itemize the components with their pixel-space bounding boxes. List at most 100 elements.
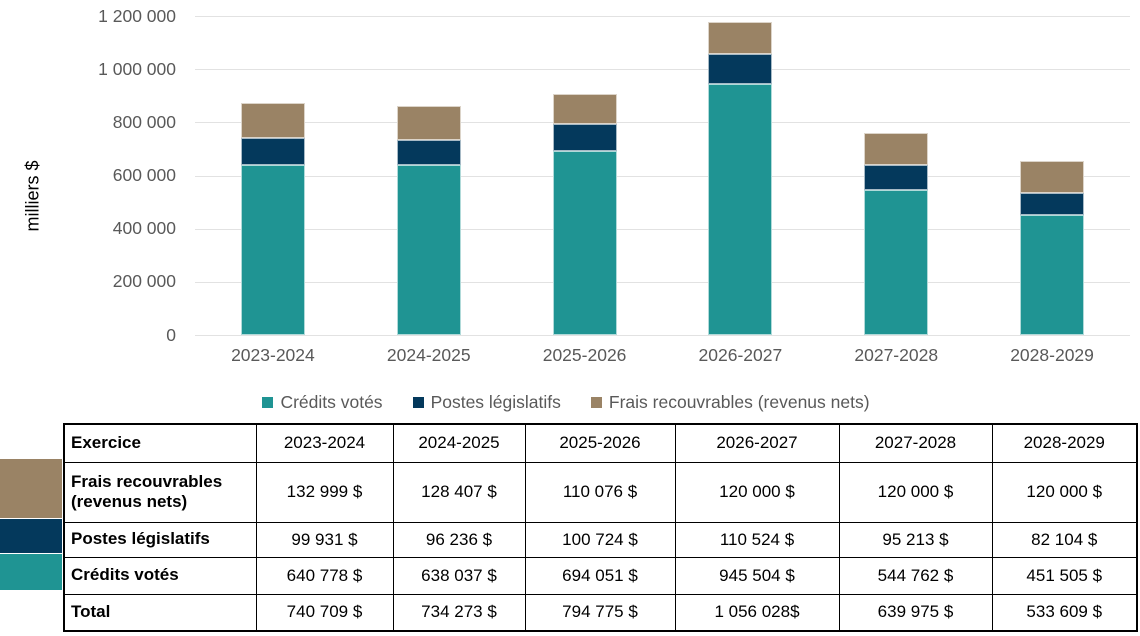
bar-column <box>662 16 818 335</box>
table-cell-value: 638 037 $ <box>392 556 526 595</box>
stacked-bar <box>1020 161 1085 335</box>
table-header-year: 2027-2028 <box>838 423 993 463</box>
bar-segment-postes-legislatifs <box>552 123 617 151</box>
stacked-bar <box>552 94 617 335</box>
y-axis-tick-label: 800 000 <box>112 111 176 132</box>
bar-column <box>974 16 1130 335</box>
y-axis-tick-label: 600 000 <box>112 165 176 185</box>
row-color-swatch-icon <box>0 459 62 518</box>
legend-label: Crédits votés <box>280 392 383 412</box>
y-axis-tick-label: 1 000 000 <box>98 58 176 79</box>
table-header-year: 2024-2025 <box>392 423 526 463</box>
legend-item: Frais recouvrables (revenus nets) <box>590 392 870 413</box>
bar-segment-frais-recouvrables <box>552 94 617 124</box>
stacked-bar <box>396 105 461 335</box>
table-cell-value: 110 076 $ <box>524 461 676 523</box>
bar-column <box>195 16 351 335</box>
gridline <box>195 175 1130 177</box>
table-row-label: Frais recouvrables (revenus nets) <box>63 461 257 523</box>
table-row: Crédits votés 640 778 $638 037 $694 051 $… <box>63 556 1138 595</box>
table-header-year: 2028-2029 <box>991 423 1138 463</box>
stacked-bar <box>864 133 929 335</box>
stacked-bar-chart: milliers $ 0 200 000 400 000 600 000 800 000… <box>0 6 1130 413</box>
y-axis-tick-label: 400 000 <box>112 218 176 239</box>
table-cell-value: 451 505 $ <box>991 556 1138 595</box>
bar-segment-postes-legislatifs <box>240 138 305 165</box>
table-cell-value: 945 504 $ <box>674 556 840 595</box>
table-cell-value: 734 273 $ <box>392 593 526 632</box>
legend-swatch-icon <box>412 397 424 408</box>
stacked-bar <box>708 22 773 335</box>
bar-segment-credits-votes <box>240 164 305 335</box>
bar-segment-credits-votes <box>396 165 461 335</box>
bar-segment-postes-legislatifs <box>1020 193 1085 215</box>
bar-column <box>507 16 663 335</box>
table-cell-value: 100 724 $ <box>524 521 676 558</box>
table-cell-value: 95 213 $ <box>838 521 993 558</box>
bar-segment-frais-recouvrables <box>708 22 773 55</box>
x-axis-category-label: 2026-2027 <box>698 345 783 365</box>
bar-segment-credits-votes <box>552 150 617 335</box>
table-row: Total 740 709 $734 273 $794 775 $1 056 02… <box>63 593 1138 632</box>
table-cell-value: 120 000 $ <box>991 461 1138 523</box>
x-axis-category-label: 2028-2029 <box>1010 345 1094 365</box>
table-header-exercice: Exercice <box>63 423 257 463</box>
bar-segment-postes-legislatifs <box>708 54 773 84</box>
table-cell-value: 639 975 $ <box>838 593 993 632</box>
table-header-row: Exercice 2023-2024 2024-2025 2025-2026 2026-… <box>63 423 1138 463</box>
bar-segment-frais-recouvrables <box>240 102 305 139</box>
x-axis-category-label: 2027-2028 <box>854 345 939 365</box>
legend-label: Postes législatifs <box>430 392 561 412</box>
bar-segment-credits-votes <box>1020 215 1085 335</box>
table-cell-value: 128 407 $ <box>392 461 526 523</box>
gridline <box>195 69 1130 71</box>
data-table: Exercice 2023-2024 2024-2025 2025-2026 2026-… <box>63 423 1138 632</box>
y-axis-tick-label: 200 000 <box>112 271 176 292</box>
table-cell-value: 544 762 $ <box>838 556 993 595</box>
table-cell-value: 96 236 $ <box>392 521 526 558</box>
x-axis-category-label: 2025-2026 <box>542 345 627 365</box>
legend-label: Frais recouvrables (revenus nets) <box>608 392 870 412</box>
table-row-label: Postes législatifs <box>63 521 257 558</box>
table-cell-value: 694 051 $ <box>524 556 676 595</box>
bar-segment-postes-legislatifs <box>396 139 461 166</box>
x-axis-category-labels: 2023-2024 2024-2025 2025-2026 2026-2027 2027… <box>195 345 1130 366</box>
gridline <box>195 281 1130 283</box>
table-cell-value: 1 056 028$ <box>674 593 840 632</box>
table-cell-value: 120 000 $ <box>674 461 840 523</box>
bar-segment-frais-recouvrables <box>1020 161 1085 194</box>
x-axis-category-label: 2024-2025 <box>386 345 471 365</box>
legend-item: Postes législatifs <box>412 392 561 413</box>
y-axis-tick-label: 0 <box>166 324 176 345</box>
table-row-label: Crédits votés <box>63 556 257 595</box>
gridline <box>195 228 1130 230</box>
table-cell-value: 110 524 $ <box>674 521 840 558</box>
table-cell-value: 533 609 $ <box>991 593 1138 632</box>
table-cell-value: 82 104 $ <box>991 521 1138 558</box>
legend-item: Crédits votés <box>262 392 383 413</box>
bar-column <box>818 16 974 335</box>
table-header-year: 2025-2026 <box>524 423 676 463</box>
bar-segment-credits-votes <box>708 83 773 335</box>
bar-segment-frais-recouvrables <box>864 133 929 165</box>
row-color-swatch-icon <box>0 519 62 553</box>
table-cell-value: 740 709 $ <box>255 593 394 632</box>
row-color-swatch-icon <box>0 554 62 590</box>
table-header-year: 2026-2027 <box>674 423 840 463</box>
table-header-year: 2023-2024 <box>255 423 394 463</box>
table-cell-value: 99 931 $ <box>255 521 394 558</box>
gridline <box>195 122 1130 124</box>
plot-area <box>195 16 1130 336</box>
x-axis-category-label: 2023-2024 <box>231 345 315 365</box>
table-cell-value: 120 000 $ <box>838 461 993 523</box>
table-cell-value: 132 999 $ <box>255 461 394 523</box>
legend-swatch-icon <box>590 397 602 408</box>
y-axis-tick-label: 1 200 000 <box>98 5 176 26</box>
bar-segment-frais-recouvrables <box>396 105 461 140</box>
stacked-bar <box>240 102 305 335</box>
bar-column <box>351 16 507 335</box>
gridline <box>195 335 1130 336</box>
y-axis-tick-labels: 0 200 000 400 000 600 000 800 000 1 000 000 1 … <box>0 6 176 345</box>
table-row-label: Total <box>63 593 257 632</box>
table-cell-value: 640 778 $ <box>255 556 394 595</box>
